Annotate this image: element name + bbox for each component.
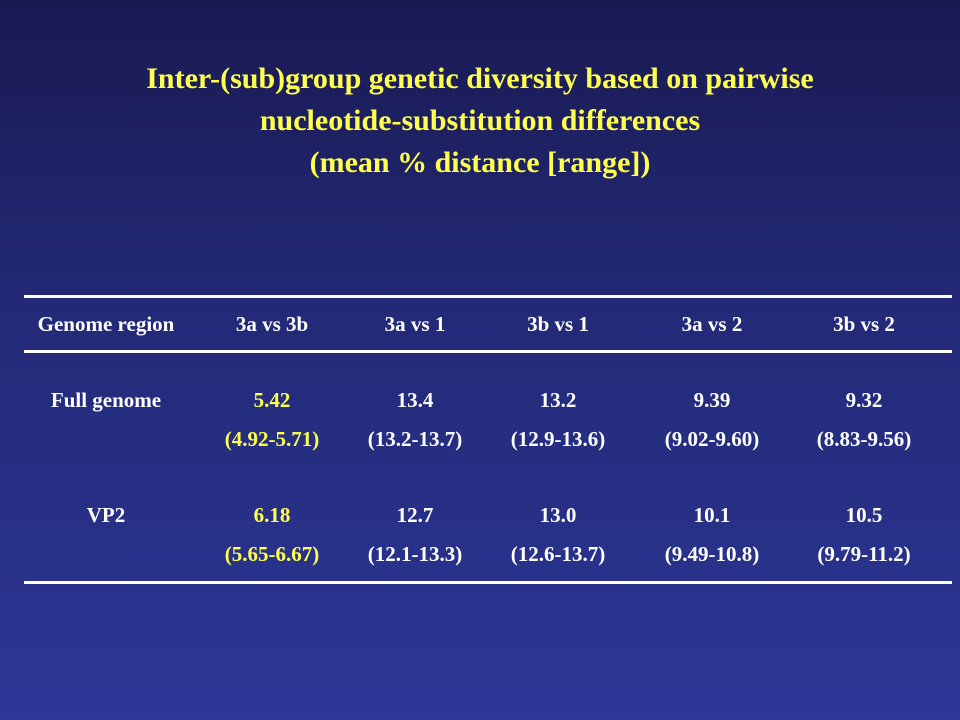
header-3b-vs-1: 3b vs 1 [527,312,589,336]
header-genome-region: Genome region [37,312,175,336]
range-value: (8.83-9.56) [816,427,912,451]
mean-value: 13.2 [539,388,577,412]
header-3a-vs-3b: 3a vs 3b [235,312,309,336]
range-value: (13.2-13.7) [367,427,463,451]
mean-value: 9.39 [693,388,731,412]
range-value: (12.9-13.6) [510,427,606,451]
mean-value: 10.1 [693,503,731,527]
mean-value: 10.5 [845,503,883,527]
range-value: (12.1-13.3) [367,542,463,566]
mean-value: 9.32 [845,388,883,412]
header-3a-vs-1: 3a vs 1 [384,312,446,336]
table-header-rule [24,350,952,353]
range-value: (12.6-13.7) [510,542,606,566]
header-3b-vs-2: 3b vs 2 [833,312,895,336]
row-label: Full genome [50,388,162,412]
slide-title: Inter-(sub)group genetic diversity based… [0,58,960,184]
mean-value: 13.0 [539,503,577,527]
range-value: (9.49-10.8) [664,542,760,566]
title-line-1: Inter-(sub)group genetic diversity based… [146,62,814,95]
table-top-rule [24,295,952,298]
range-value: (9.79-11.2) [817,542,911,566]
mean-value: 6.18 [253,503,291,527]
table-bottom-rule [24,581,952,584]
mean-value: 5.42 [253,388,291,412]
range-value: (4.92-5.71) [224,427,320,451]
title-line-2: nucleotide-substitution differences [259,104,701,137]
range-value: (9.02-9.60) [664,427,760,451]
mean-value: 12.7 [396,503,434,527]
title-line-3: (mean % distance [range]) [309,146,651,179]
mean-value: 13.4 [396,388,434,412]
header-3a-vs-2: 3a vs 2 [681,312,743,336]
row-label: VP2 [86,503,126,527]
range-value: (5.65-6.67) [224,542,320,566]
